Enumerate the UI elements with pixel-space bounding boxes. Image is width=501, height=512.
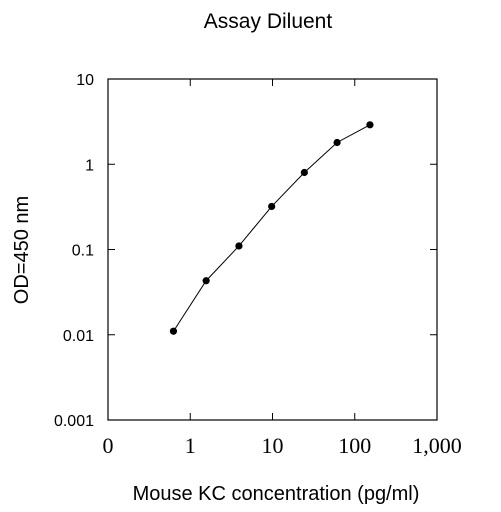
y-tick-label: 0.1: [72, 243, 94, 260]
x-tick-label: 1: [185, 433, 196, 458]
plot-area: [107, 78, 438, 421]
data-point: [202, 277, 210, 285]
data-point: [268, 202, 276, 211]
x-tick-label: 0: [103, 433, 114, 458]
x-tick-label: 10: [262, 433, 284, 458]
plot-frame: [107, 78, 438, 421]
x-tick-label: 100: [338, 433, 371, 458]
chart-title: Assay Diluent: [204, 10, 333, 33]
series-line: [173, 124, 371, 332]
data-point: [169, 327, 178, 335]
y-tick-label: 0.01: [63, 328, 94, 345]
x-axis: 0 1 10 100 1,000: [103, 79, 462, 458]
data-points: [169, 121, 374, 335]
y-tick-label: 0.001: [54, 413, 94, 430]
data-point: [235, 242, 243, 250]
x-tick-label: 1,000: [412, 433, 462, 458]
x-axis-label: Mouse KC concentration (pg/ml): [133, 483, 420, 505]
y-axis-label: OD=450 nm: [11, 196, 33, 304]
y-tick-label: 1: [85, 157, 94, 174]
data-point: [300, 168, 308, 177]
y-axis: 0.001 0.01 0.1 1 10: [54, 72, 437, 430]
y-tick-label: 10: [76, 72, 94, 89]
data-point: [333, 138, 341, 147]
data-point: [366, 121, 374, 129]
